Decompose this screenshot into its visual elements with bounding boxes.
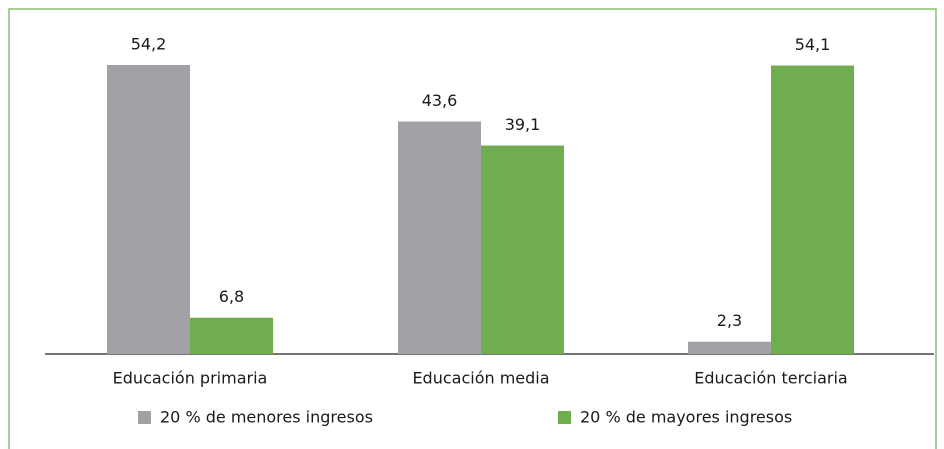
x-tick-label: Educación media xyxy=(412,369,549,388)
data-label: 43,6 xyxy=(422,91,458,110)
bar xyxy=(398,121,481,354)
data-label: 2,3 xyxy=(717,311,742,330)
legend-swatch xyxy=(138,411,151,424)
bar xyxy=(771,65,854,355)
legend-label: 20 % de menores ingresos xyxy=(160,408,373,427)
data-label: 54,1 xyxy=(795,35,831,54)
data-label: 6,8 xyxy=(219,287,244,306)
legend-swatch xyxy=(558,411,571,424)
bar xyxy=(481,145,564,354)
bar xyxy=(688,341,771,354)
data-label: 54,2 xyxy=(131,35,167,54)
x-tick-label: Educación terciaria xyxy=(694,369,847,388)
x-tick-label: Educación primaria xyxy=(113,369,268,388)
legend-label: 20 % de mayores ingresos xyxy=(580,408,792,427)
bar xyxy=(190,317,273,354)
frame xyxy=(8,8,937,449)
data-label: 39,1 xyxy=(505,115,541,134)
bar xyxy=(107,65,190,354)
